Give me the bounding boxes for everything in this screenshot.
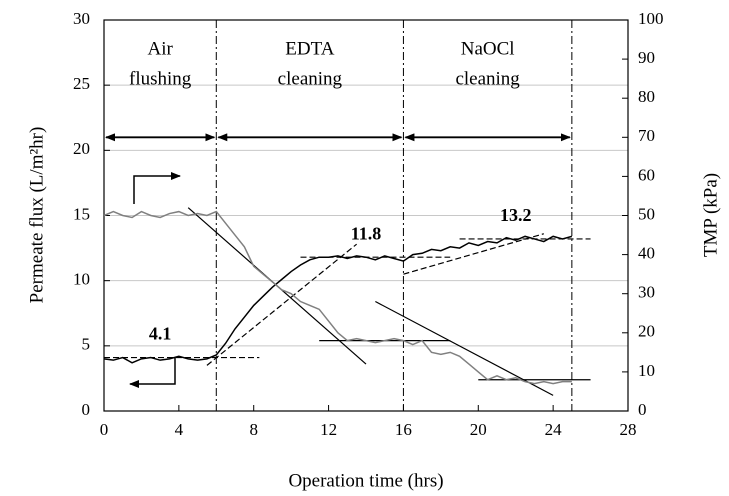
y-tick-label: 30 <box>73 9 90 28</box>
x-tick-label: 16 <box>395 420 412 439</box>
series-line <box>103 235 573 364</box>
x-tick-label: 0 <box>100 420 109 439</box>
x-tick-label: 12 <box>320 420 337 439</box>
phase-label: EDTA <box>285 38 334 59</box>
y2-tick-label: 0 <box>638 400 647 419</box>
y2-axis-label: TMP (kPa) <box>700 173 721 257</box>
trend-line <box>206 243 358 366</box>
axis-pointer <box>129 358 176 388</box>
x-tick-label: 8 <box>249 420 258 439</box>
level-label: 4.1 <box>149 324 172 344</box>
phase-label: cleaning <box>278 68 343 89</box>
y-tick-label: 20 <box>73 139 90 158</box>
axis-pointer <box>133 172 181 204</box>
level-label: 13.2 <box>500 205 532 225</box>
y2-tick-label: 10 <box>638 361 655 380</box>
level-label: 11.8 <box>351 223 382 243</box>
x-tick-label: 28 <box>620 420 637 439</box>
y2-tick-label: 80 <box>638 87 655 106</box>
phase-label: flushing <box>129 68 192 89</box>
trend-line <box>403 233 544 275</box>
y2-tick-label: 20 <box>638 322 655 341</box>
series-line <box>103 210 572 385</box>
y-tick-label: 15 <box>73 204 90 223</box>
y2-tick-label: 50 <box>638 204 655 223</box>
y2-tick-label: 40 <box>638 244 655 263</box>
x-tick-label: 4 <box>175 420 184 439</box>
y2-tick-label: 60 <box>638 165 655 184</box>
y-axis-label: Permeate flux (L/m²hr) <box>26 127 47 304</box>
x-axis-label: Operation time (hrs) <box>288 470 443 491</box>
y2-tick-label: 70 <box>638 126 655 145</box>
y-tick-label: 25 <box>73 74 90 93</box>
x-tick-label: 20 <box>470 420 487 439</box>
y-tick-label: 5 <box>82 335 91 354</box>
phase-label: Air <box>147 38 173 59</box>
x-tick-label: 24 <box>545 420 563 439</box>
y-tick-label: 0 <box>82 400 91 419</box>
y2-tick-label: 90 <box>638 48 655 67</box>
y-tick-label: 10 <box>73 270 90 289</box>
y2-tick-label: 30 <box>638 283 655 302</box>
phase-label: cleaning <box>455 68 520 89</box>
phase-label: NaOCl <box>461 38 515 59</box>
y2-tick-label: 100 <box>638 9 664 28</box>
